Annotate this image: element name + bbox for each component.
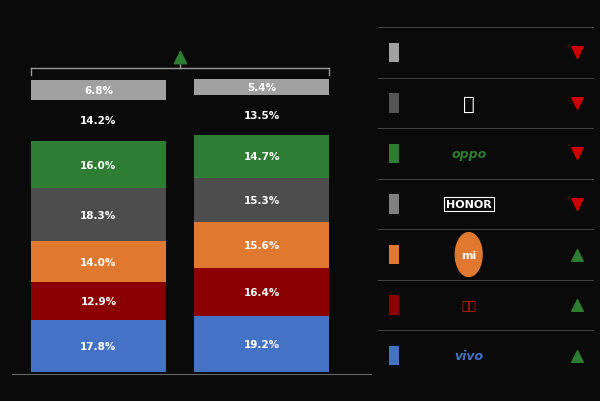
Text: 16.0%: 16.0% xyxy=(80,160,116,170)
Bar xyxy=(389,195,399,214)
Bar xyxy=(389,94,399,113)
Text: oppo: oppo xyxy=(451,148,487,160)
Text: 6.8%: 6.8% xyxy=(84,85,113,95)
Point xyxy=(572,101,581,107)
Text: 14.2%: 14.2% xyxy=(80,116,116,126)
Bar xyxy=(194,178,329,223)
Text: 5.4%: 5.4% xyxy=(247,83,276,93)
Point xyxy=(572,201,581,208)
Text: 14.7%: 14.7% xyxy=(244,152,280,162)
Text: mi: mi xyxy=(461,250,476,260)
Bar xyxy=(389,245,399,265)
Text: :  xyxy=(463,94,475,113)
Text: HONOR: HONOR xyxy=(446,200,491,209)
Bar xyxy=(31,142,166,188)
Point xyxy=(572,252,581,258)
Point xyxy=(175,55,185,61)
Bar xyxy=(31,320,166,372)
Text: 14.0%: 14.0% xyxy=(80,257,116,267)
Bar xyxy=(389,144,399,164)
Bar xyxy=(389,346,399,365)
Point xyxy=(572,352,581,359)
Text: 19.2%: 19.2% xyxy=(244,339,280,349)
Bar xyxy=(31,81,166,100)
Bar xyxy=(194,316,329,372)
Bar xyxy=(31,188,166,242)
Bar xyxy=(194,268,329,316)
Point xyxy=(572,151,581,157)
Text: 18.3%: 18.3% xyxy=(80,210,116,220)
Text: 16.4%: 16.4% xyxy=(244,287,280,297)
Bar xyxy=(389,44,399,63)
Bar xyxy=(31,242,166,283)
Bar xyxy=(194,136,329,178)
Text: 13.5%: 13.5% xyxy=(244,111,280,121)
Bar xyxy=(194,223,329,268)
Bar xyxy=(389,296,399,315)
Bar xyxy=(31,283,166,320)
Point xyxy=(572,302,581,308)
Circle shape xyxy=(455,233,482,277)
Text: 12.9%: 12.9% xyxy=(80,296,116,306)
Text: 华为: 华为 xyxy=(461,299,476,312)
Text: vivo: vivo xyxy=(454,349,483,362)
Text: 15.6%: 15.6% xyxy=(244,241,280,251)
Text: 17.8%: 17.8% xyxy=(80,341,116,351)
Point xyxy=(572,50,581,57)
Text: 15.3%: 15.3% xyxy=(244,196,280,206)
Bar xyxy=(194,80,329,96)
